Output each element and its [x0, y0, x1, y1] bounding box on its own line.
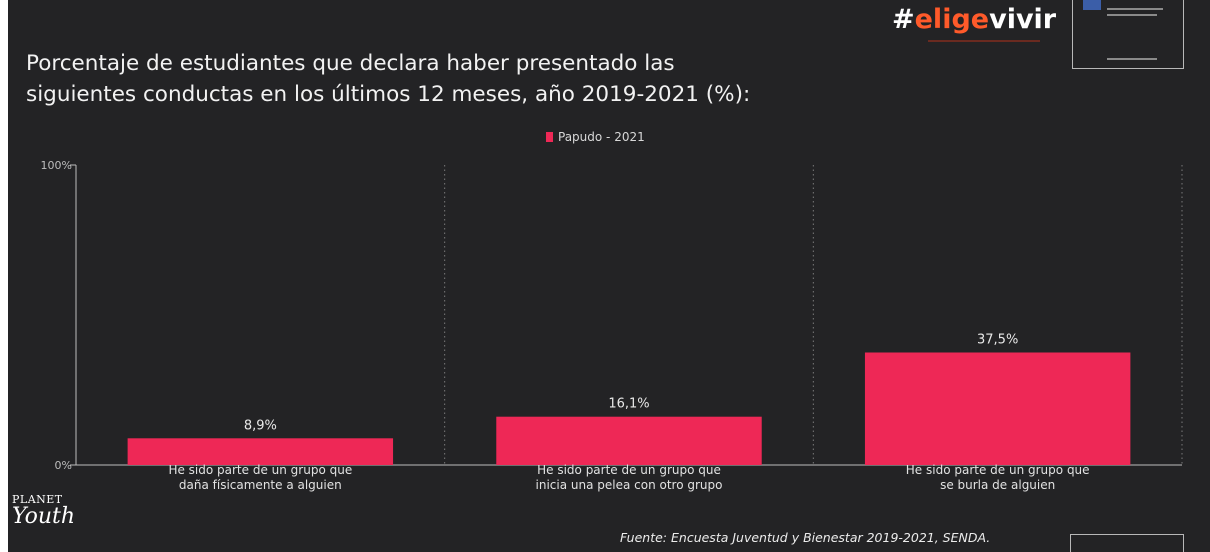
- flag-icon: [1083, 0, 1101, 10]
- chart-title: Porcentaje de estudiantes que declara ha…: [26, 48, 906, 110]
- government-logo: [1072, 0, 1184, 69]
- bar: [127, 438, 394, 465]
- chart-title-line-1: Porcentaje de estudiantes que declara ha…: [26, 51, 675, 76]
- legend-label: Papudo - 2021: [558, 130, 645, 144]
- brand-accent: elige: [914, 4, 990, 35]
- y-tick-label: 100%: [41, 159, 72, 172]
- source-note: Fuente: Encuesta Juventud y Bienestar 20…: [620, 530, 991, 545]
- eligevivir-logo: #eligevivir: [892, 4, 1056, 35]
- planet-youth-logo: PLANET Youth: [12, 494, 75, 528]
- y-tick-label: 0%: [55, 459, 72, 472]
- corner-box: [1070, 534, 1184, 552]
- x-tick-label: He sido parte de un grupo que: [906, 463, 1090, 477]
- data-label: 8,9%: [244, 418, 277, 433]
- bar: [864, 352, 1131, 465]
- logo-line: [1107, 14, 1157, 16]
- bar-chart: 0%100%8,9%He sido parte de un grupo qued…: [41, 159, 1183, 492]
- planet-youth-line-1: PLANET: [12, 493, 63, 506]
- x-tick-label: inicia una pelea con otro grupo: [536, 478, 723, 492]
- planet-youth-line-2: Youth: [12, 504, 76, 529]
- x-tick-label: se burla de alguien: [940, 478, 1055, 492]
- x-tick-label: daña físicamente a alguien: [179, 478, 342, 492]
- data-label: 16,1%: [608, 397, 649, 412]
- brand-underline: [928, 40, 1040, 42]
- brand-hash: #: [892, 4, 915, 35]
- data-label: 37,5%: [977, 333, 1018, 348]
- logo-footer-line: [1107, 58, 1157, 60]
- bar: [496, 416, 762, 465]
- chart-title-line-2: siguientes conductas en los últimos 12 m…: [26, 82, 751, 107]
- x-tick-label: He sido parte de un grupo que: [537, 463, 721, 477]
- legend-swatch: [546, 132, 553, 142]
- brand-rest: vivir: [989, 4, 1057, 35]
- legend: Papudo - 2021: [546, 130, 645, 144]
- x-tick-label: He sido parte de un grupo que: [168, 463, 352, 477]
- slide: Porcentaje de estudiantes que declara ha…: [8, 0, 1210, 552]
- logo-line: [1107, 8, 1163, 10]
